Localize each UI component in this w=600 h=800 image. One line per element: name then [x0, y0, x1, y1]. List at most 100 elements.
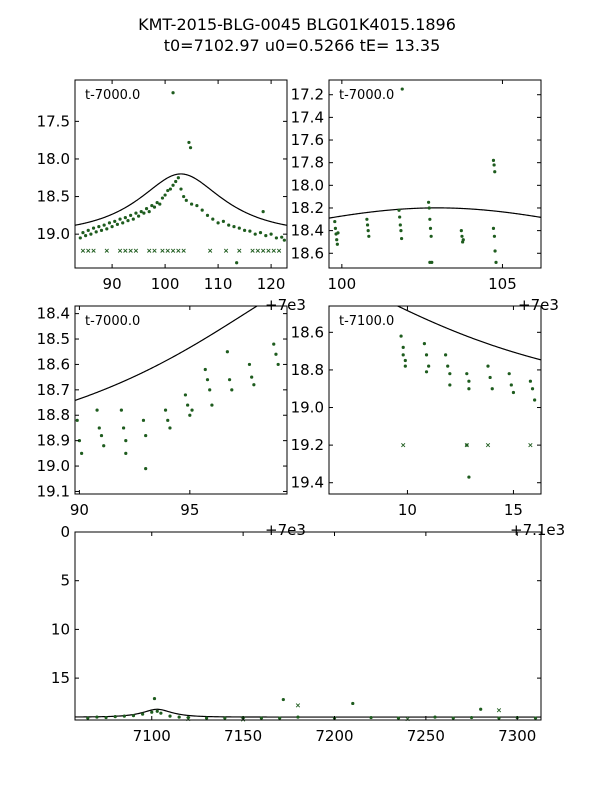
panel-2-peak-zoom: t-7000.0 100 105 17.2 17.4 17.6 17.8 18.0 18.2 1… — [291, 79, 559, 314]
data-point — [335, 238, 339, 242]
y-tick-label: 15 — [51, 669, 70, 687]
data-point — [227, 223, 231, 227]
data-point — [159, 711, 163, 715]
data-point — [152, 205, 157, 209]
data-point — [168, 714, 172, 718]
panel-3-rising-branch: t-7000.0 90 95 18.4 18.5 18.6 18.7 18.8 18.9 19.… — [37, 305, 306, 539]
data-point — [296, 715, 300, 719]
data-point — [507, 372, 511, 376]
data-point — [166, 418, 170, 422]
data-point — [160, 196, 165, 200]
data-point — [433, 715, 437, 719]
data-point — [139, 210, 143, 214]
data-point — [102, 444, 106, 448]
data-point — [105, 227, 109, 231]
data-point — [95, 715, 99, 719]
data-point — [492, 163, 496, 167]
data-point — [208, 388, 212, 392]
cross-point — [86, 248, 91, 253]
data-point — [113, 714, 117, 719]
cross-point — [250, 248, 255, 253]
data-point — [269, 232, 273, 236]
y-tick-label: 18.4 — [37, 305, 70, 323]
data-point — [227, 378, 232, 382]
data-point — [365, 217, 369, 221]
cross-point — [464, 443, 469, 448]
data-point — [171, 183, 175, 187]
data-point — [479, 707, 483, 711]
data-point — [488, 375, 492, 380]
data-point — [134, 211, 138, 215]
y-tick-label: 18.7 — [37, 381, 70, 399]
data-point — [95, 408, 99, 412]
data-point — [147, 210, 151, 214]
data-point — [465, 372, 469, 376]
x-offset-label: +7e3 — [265, 521, 306, 539]
data-point — [168, 426, 172, 430]
cross-point — [133, 248, 139, 253]
data-point — [155, 709, 159, 713]
data-point — [97, 225, 101, 229]
data-point — [494, 260, 498, 264]
y-tick-label: 18.0 — [291, 176, 324, 194]
x-tick-label: 110 — [204, 275, 233, 293]
data-point — [247, 362, 252, 367]
cross-point — [181, 248, 186, 253]
panel-label: t-7000.0 — [85, 314, 140, 329]
x-tick-label: 105 — [488, 275, 517, 293]
data-point — [144, 433, 148, 438]
y-tick-label: 18.6 — [37, 355, 70, 373]
data-point — [137, 214, 141, 218]
data-point — [113, 219, 117, 223]
data-point — [399, 229, 403, 233]
data-point — [427, 206, 431, 210]
cross-point — [271, 248, 276, 253]
data-point — [261, 210, 265, 214]
x-offset-label: +7e3 — [518, 296, 559, 314]
data-point — [188, 413, 192, 417]
cross-point — [165, 248, 170, 253]
data-point — [225, 350, 229, 354]
data-point — [460, 234, 464, 238]
data-point — [121, 426, 126, 430]
y-tick-label: 18.6 — [291, 244, 324, 262]
x-tick-label: 120 — [257, 275, 286, 293]
y-tick-label: 19.0 — [37, 457, 70, 475]
data-point — [533, 398, 537, 402]
axes-frame — [328, 79, 542, 269]
data-point — [424, 370, 429, 374]
data-point — [237, 226, 241, 230]
data-point — [426, 200, 431, 204]
data-point — [422, 342, 426, 346]
x-tick-label: 7300 — [498, 727, 536, 745]
data-point — [158, 202, 162, 206]
data-point — [107, 221, 112, 225]
cross-point — [104, 248, 109, 253]
data-point — [123, 216, 127, 220]
data-point — [403, 358, 407, 363]
data-point — [205, 378, 210, 382]
data-point — [188, 146, 193, 150]
panel-4-falling-branch: t-7100.0 10 15 18.6 18.8 19.0 19.2 19.4 +7.1e3 — [291, 305, 565, 539]
panel-5-full-season: 7100 7150 7200 7250 7300 0 5 10 15 — [51, 523, 542, 745]
x-tick-label: 7100 — [133, 727, 171, 745]
data-point — [150, 710, 154, 714]
data-point — [102, 223, 106, 227]
x-tick-label: 90 — [103, 275, 122, 293]
axes-frame — [74, 79, 288, 269]
y-tick-label: 0 — [60, 523, 70, 541]
cross-point — [401, 443, 406, 448]
data-point — [141, 418, 146, 422]
data-point — [528, 379, 533, 383]
data-point — [81, 231, 85, 235]
panel-label: t-7000.0 — [85, 88, 140, 103]
data-point — [335, 242, 339, 246]
data-point — [366, 229, 370, 233]
figure-title-line2: t0=7102.97 u0=0.5266 tE= 13.35 — [164, 36, 441, 55]
data-point — [399, 236, 404, 241]
model-curve — [75, 306, 259, 402]
data-point — [97, 426, 101, 430]
data-point — [200, 208, 204, 212]
data-point — [243, 228, 247, 232]
